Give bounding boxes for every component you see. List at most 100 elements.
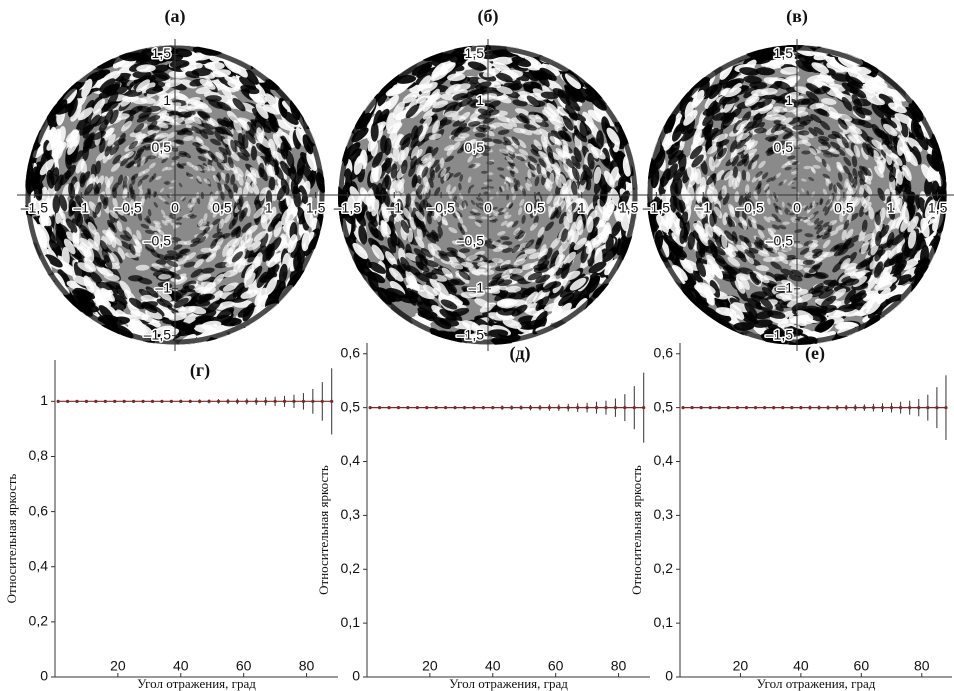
x-tick-label: –1,5: [334, 200, 361, 216]
point: [944, 406, 947, 409]
y-tick-label: 0,2: [29, 613, 49, 629]
y-tick-label: 0,2: [341, 560, 361, 576]
point: [207, 400, 210, 403]
speckle-pattern: [640, 37, 952, 349]
point: [863, 406, 866, 409]
x-tick-label: –1: [695, 200, 711, 216]
speckle: [488, 329, 509, 337]
point: [681, 406, 684, 409]
point: [444, 406, 447, 409]
point: [935, 406, 938, 409]
point: [529, 406, 532, 409]
point: [179, 400, 182, 403]
point: [264, 400, 267, 403]
point: [302, 400, 305, 403]
point: [491, 406, 494, 409]
point: [397, 406, 400, 409]
point: [519, 406, 522, 409]
point: [482, 406, 485, 409]
y-tick-label: 1: [40, 392, 48, 408]
y-tick-label: –0,5: [144, 233, 171, 249]
speckle: [481, 171, 488, 174]
y-tick-label: 0,6: [654, 344, 674, 360]
x-tick-label: 0,5: [212, 200, 232, 216]
y-tick-label: 0,3: [654, 506, 674, 522]
point: [595, 406, 598, 409]
point: [501, 406, 504, 409]
y-tick-label: –1: [777, 279, 793, 295]
point: [416, 406, 419, 409]
x-tick-label: –0,5: [428, 200, 455, 216]
speckle: [486, 161, 494, 165]
point: [799, 406, 802, 409]
point: [557, 406, 560, 409]
point: [881, 406, 884, 409]
panel-title: (а): [165, 6, 186, 27]
x-tick-label: 0: [484, 200, 492, 216]
y-tick-label: –1,5: [766, 326, 793, 342]
y-tick-label: 0: [665, 668, 673, 684]
y-tick-label: 0,1: [654, 614, 674, 630]
y-tick-label: 0,4: [341, 452, 361, 468]
x-tick-label: –0,5: [737, 200, 764, 216]
point: [718, 406, 721, 409]
point: [908, 406, 911, 409]
x-tick-label: 0,5: [525, 200, 545, 216]
y-tick-label: –1: [468, 279, 484, 295]
point: [57, 400, 60, 403]
point: [311, 400, 314, 403]
speckle: [201, 248, 213, 253]
y-tick-label: 1,5: [152, 45, 172, 61]
x-tick-label: 40: [485, 658, 501, 674]
x-tick-label: 0: [793, 200, 801, 216]
x-tick-label: –1: [73, 200, 89, 216]
x-tick-label: 20: [110, 658, 126, 674]
y-axis-title: Относительная яркость: [316, 465, 331, 595]
y-tick-label: 0,6: [29, 502, 49, 518]
point: [66, 400, 69, 403]
x-axis-title: Угол отражения, град: [757, 676, 876, 691]
point: [123, 400, 126, 403]
x-tick-label: 40: [793, 658, 809, 674]
point: [690, 406, 693, 409]
panel-title: (д): [509, 343, 530, 364]
point: [899, 406, 902, 409]
point: [700, 406, 703, 409]
y-tick-label: –1,5: [457, 326, 484, 342]
point: [872, 406, 875, 409]
point: [836, 406, 839, 409]
point: [926, 406, 929, 409]
point: [472, 406, 475, 409]
x-tick-label: 1: [265, 200, 273, 216]
panel-title: (в): [786, 6, 808, 27]
point: [75, 400, 78, 403]
x-tick-label: 20: [733, 658, 749, 674]
point: [736, 406, 739, 409]
y-tick-label: 0: [352, 668, 360, 684]
point: [217, 400, 220, 403]
y-tick-label: 1,5: [774, 45, 794, 61]
y-tick-label: 1: [476, 92, 484, 108]
y-axis-title: Относительная яркость: [4, 474, 19, 604]
point: [189, 400, 192, 403]
y-tick-label: 1: [163, 92, 171, 108]
panel-title: (е): [805, 343, 825, 364]
point: [198, 400, 201, 403]
point: [586, 406, 589, 409]
y-tick-label: 0,5: [465, 139, 485, 155]
point: [160, 400, 163, 403]
point: [463, 406, 466, 409]
y-tick-label: 0,4: [654, 452, 674, 468]
x-tick-label: 0: [171, 200, 179, 216]
x-tick-label: –1,5: [21, 200, 48, 216]
y-tick-label: –1,5: [144, 326, 171, 342]
x-tick-label: 60: [548, 658, 564, 674]
point: [425, 406, 428, 409]
point: [845, 406, 848, 409]
point: [113, 400, 116, 403]
point: [745, 406, 748, 409]
point: [274, 400, 277, 403]
figure: –1,5 –1 –0,5 0 0,5 1 1,5 –1,5 –1 –0,5 0,5 1 1,5 (а) –1…: [0, 0, 954, 691]
point: [772, 406, 775, 409]
point: [709, 406, 712, 409]
